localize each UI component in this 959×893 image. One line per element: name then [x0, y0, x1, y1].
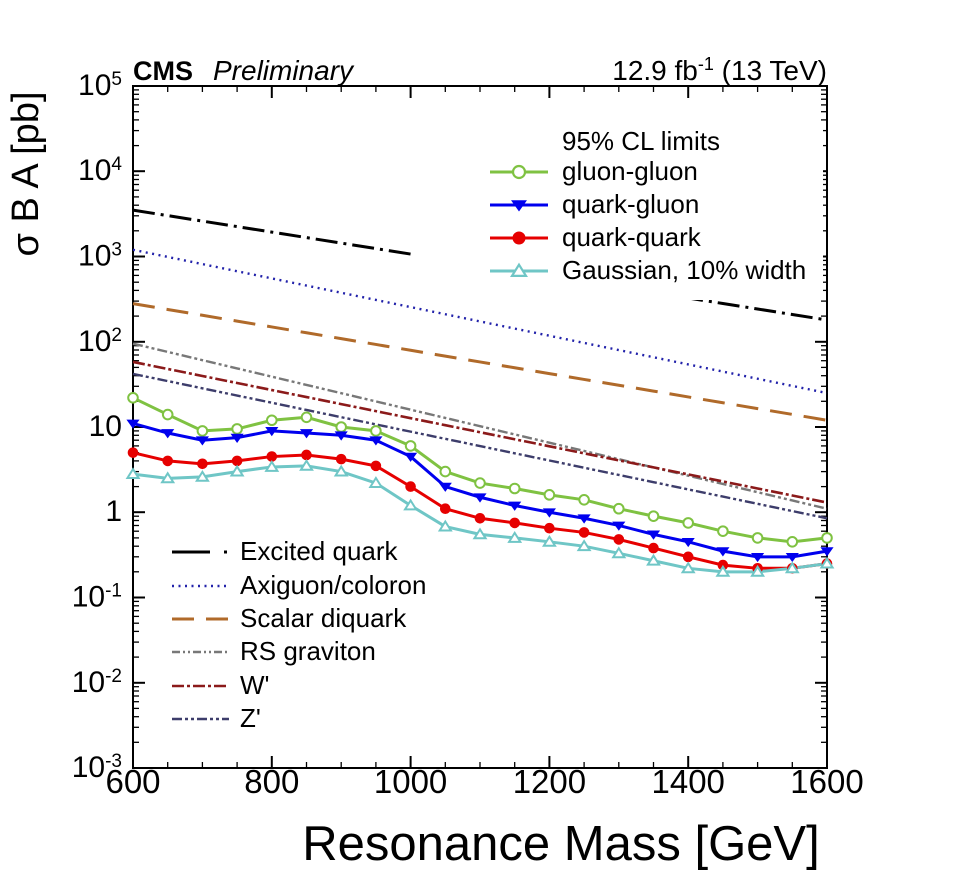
svg-text:gluon-gluon: gluon-gluon	[562, 156, 698, 186]
svg-text:Axiguon/coloron: Axiguon/coloron	[240, 570, 426, 600]
svg-text:1000: 1000	[374, 763, 447, 800]
svg-text:95% CL limits: 95% CL limits	[562, 126, 720, 156]
svg-text:1200: 1200	[513, 763, 586, 800]
svg-text:600: 600	[105, 763, 160, 800]
svg-text:Resonance Mass [GeV]: Resonance Mass [GeV]	[302, 817, 819, 871]
svg-text:Z': Z'	[240, 703, 261, 733]
svg-text:1400: 1400	[651, 763, 724, 800]
svg-text:W': W'	[240, 670, 270, 700]
svg-text:quark-gluon: quark-gluon	[562, 189, 699, 219]
svg-text:Preliminary: Preliminary	[213, 55, 355, 86]
svg-text:800: 800	[244, 763, 299, 800]
svg-text:Scalar diquark: Scalar diquark	[240, 603, 407, 633]
svg-text:10: 10	[89, 410, 122, 443]
svg-text:12.9 fb-1 (13 TeV): 12.9 fb-1 (13 TeV)	[612, 54, 827, 86]
svg-text:1: 1	[105, 495, 122, 528]
svg-text:Gaussian, 10% width: Gaussian, 10% width	[562, 255, 806, 285]
svg-text:quark-quark: quark-quark	[562, 222, 702, 252]
svg-text:Excited quark: Excited quark	[240, 536, 399, 566]
svg-text:σ B A [pb]: σ B A [pb]	[5, 91, 47, 256]
svg-text:RS graviton: RS graviton	[240, 636, 376, 666]
svg-text:CMS: CMS	[133, 56, 193, 86]
svg-text:1600: 1600	[790, 763, 863, 800]
